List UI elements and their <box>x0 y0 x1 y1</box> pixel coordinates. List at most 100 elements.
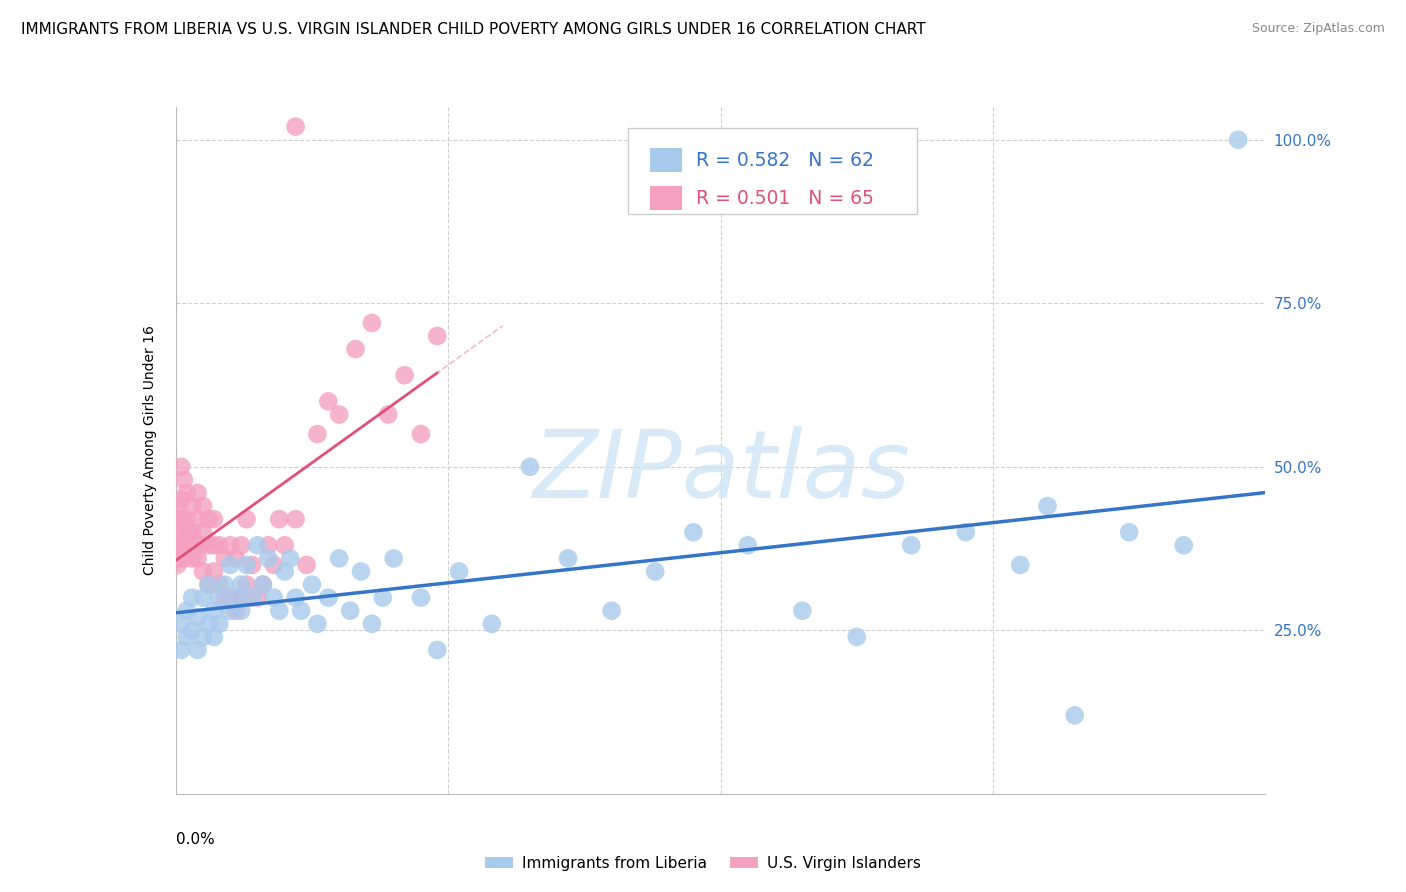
Legend: Immigrants from Liberia, U.S. Virgin Islanders: Immigrants from Liberia, U.S. Virgin Isl… <box>479 850 927 877</box>
Point <box>269 604 291 618</box>
Point <box>214 591 236 605</box>
Point <box>166 558 188 572</box>
Text: 0.0%: 0.0% <box>176 831 215 847</box>
Point <box>350 565 373 579</box>
Point <box>191 565 214 579</box>
Point <box>269 512 291 526</box>
Point <box>257 551 280 566</box>
Point <box>197 512 219 526</box>
Point <box>186 643 209 657</box>
Point <box>181 624 204 638</box>
Point <box>1036 499 1059 513</box>
Point <box>737 538 759 552</box>
Point <box>295 558 318 572</box>
Point <box>235 577 257 591</box>
Text: IMMIGRANTS FROM LIBERIA VS U.S. VIRGIN ISLANDER CHILD POVERTY AMONG GIRLS UNDER : IMMIGRANTS FROM LIBERIA VS U.S. VIRGIN I… <box>21 22 925 37</box>
Point <box>186 512 209 526</box>
Point <box>188 538 211 552</box>
Point <box>202 538 225 552</box>
Point <box>382 551 405 566</box>
Point <box>344 342 367 356</box>
Point <box>318 394 340 409</box>
Point <box>290 604 312 618</box>
Point <box>170 643 193 657</box>
Point <box>360 616 382 631</box>
Point <box>181 499 204 513</box>
Point <box>225 604 247 618</box>
Point <box>409 427 432 442</box>
Point <box>169 551 191 566</box>
Point <box>170 538 193 552</box>
Point <box>202 604 225 618</box>
Point <box>184 538 207 552</box>
Point <box>792 604 814 618</box>
Point <box>167 525 190 540</box>
Point <box>274 565 297 579</box>
Text: R = 0.501   N = 65: R = 0.501 N = 65 <box>696 188 873 208</box>
Point <box>955 525 977 540</box>
Point <box>186 486 209 500</box>
Point <box>360 316 382 330</box>
Point <box>197 577 219 591</box>
Point <box>208 577 231 591</box>
Point <box>426 643 449 657</box>
Point <box>176 512 198 526</box>
Point <box>202 512 225 526</box>
Point <box>219 591 242 605</box>
Text: Source: ZipAtlas.com: Source: ZipAtlas.com <box>1251 22 1385 36</box>
Point <box>202 565 225 579</box>
Point <box>263 558 285 572</box>
Point <box>172 525 194 540</box>
Point <box>371 591 394 605</box>
Point <box>1063 708 1085 723</box>
Point <box>339 604 361 618</box>
Point <box>170 459 193 474</box>
Point <box>240 558 263 572</box>
Point <box>197 616 219 631</box>
Point <box>208 591 231 605</box>
Point <box>252 577 274 591</box>
Point <box>214 577 236 591</box>
Point <box>284 120 307 134</box>
Point <box>447 565 470 579</box>
Point <box>235 558 257 572</box>
Point <box>246 538 269 552</box>
Point <box>274 538 297 552</box>
Point <box>219 538 242 552</box>
Point <box>240 591 263 605</box>
Point <box>167 538 190 552</box>
Point <box>252 577 274 591</box>
Point <box>173 551 195 566</box>
Point <box>394 368 416 383</box>
Point <box>219 558 242 572</box>
Y-axis label: Child Poverty Among Girls Under 16: Child Poverty Among Girls Under 16 <box>143 326 157 575</box>
Point <box>301 577 323 591</box>
Point <box>202 630 225 644</box>
Point <box>191 499 214 513</box>
Point <box>181 591 204 605</box>
Point <box>409 591 432 605</box>
Point <box>170 492 193 507</box>
Point <box>191 525 214 540</box>
Point <box>231 604 253 618</box>
Point <box>845 630 868 644</box>
Point <box>682 525 704 540</box>
Point <box>278 551 301 566</box>
FancyBboxPatch shape <box>628 128 917 213</box>
Point <box>191 591 214 605</box>
Point <box>219 604 242 618</box>
Point <box>176 486 198 500</box>
Point <box>214 551 236 566</box>
Point <box>225 591 247 605</box>
Point <box>176 604 198 618</box>
Point <box>197 538 219 552</box>
Point <box>600 604 623 618</box>
Point <box>257 538 280 552</box>
Point <box>169 512 191 526</box>
Point <box>172 512 194 526</box>
Point <box>176 538 198 552</box>
Point <box>191 630 214 644</box>
Point <box>1227 133 1250 147</box>
Point <box>186 551 209 566</box>
Point <box>231 577 253 591</box>
